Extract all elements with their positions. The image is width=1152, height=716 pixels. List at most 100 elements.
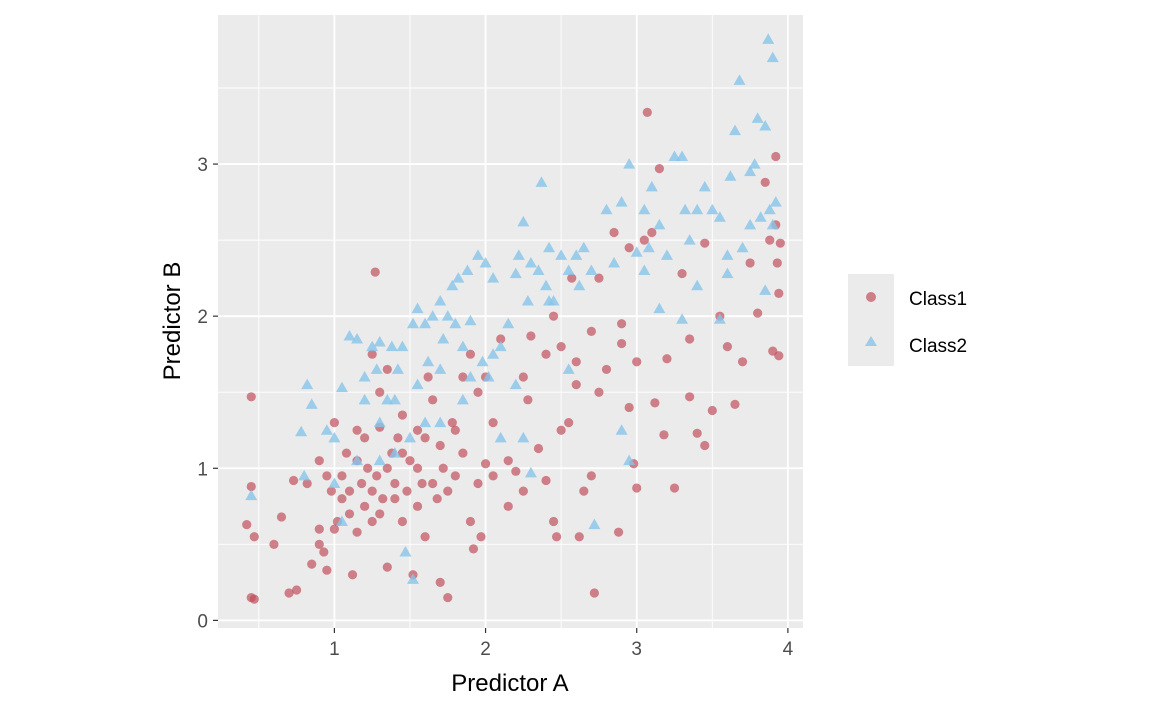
point-class1: [488, 418, 498, 428]
point-class1: [344, 486, 355, 496]
point-class2: [766, 218, 779, 230]
x-tick-label: 2: [480, 639, 491, 660]
point-class1: [367, 486, 377, 496]
point-class1: [745, 258, 755, 268]
point-class1: [624, 243, 634, 253]
point-class1: [249, 594, 259, 604]
point-class1: [246, 392, 256, 402]
point-class1: [642, 107, 652, 117]
point-class1: [624, 402, 634, 413]
point-class1: [458, 372, 468, 382]
point-class2: [351, 454, 364, 466]
point-class2: [434, 416, 447, 428]
point-class1: [518, 372, 528, 382]
point-class1: [357, 478, 367, 489]
point-class1: [632, 483, 642, 493]
point-class2: [320, 424, 333, 435]
point-class2: [532, 264, 545, 276]
point-class1: [428, 478, 438, 489]
point-class1: [617, 319, 627, 329]
point-class1: [314, 539, 324, 549]
point-class1: [397, 410, 408, 420]
point-class2: [713, 313, 726, 324]
point-class1: [417, 478, 427, 489]
point-class1: [476, 532, 486, 542]
point-class1: [677, 268, 687, 279]
point-class1: [269, 539, 279, 549]
point-class1: [564, 418, 574, 428]
point-class2: [577, 241, 590, 253]
point-class1: [428, 395, 438, 405]
point-class2: [585, 264, 598, 276]
point-class2: [328, 477, 341, 488]
point-class1: [579, 486, 589, 496]
point-class1: [326, 486, 336, 496]
point-class2: [373, 416, 386, 428]
point-class1: [659, 430, 669, 440]
point-class2: [660, 249, 673, 260]
point-class1: [700, 238, 710, 248]
point-class2: [446, 279, 459, 291]
point-class2: [754, 211, 767, 222]
point-class1: [382, 364, 392, 375]
point-class2: [543, 294, 556, 306]
point-class2: [449, 317, 462, 329]
point-class2: [403, 431, 416, 443]
point-class1: [319, 547, 329, 557]
point-class1: [771, 151, 781, 162]
point-class2: [744, 165, 757, 177]
point-class1: [556, 425, 566, 435]
point-class2: [373, 336, 386, 347]
point-class1: [772, 258, 782, 268]
point-class1: [774, 351, 784, 361]
point-class2: [676, 150, 689, 161]
point-class2: [476, 355, 489, 367]
point-class2: [370, 363, 383, 374]
point-class2: [721, 267, 734, 279]
point-class2: [562, 264, 575, 276]
point-class2: [472, 249, 484, 260]
point-class2: [487, 272, 500, 283]
point-class2: [573, 279, 586, 291]
point-class1: [571, 380, 581, 390]
point-class1: [662, 354, 672, 364]
point-class2: [766, 51, 779, 63]
point-class1: [473, 387, 483, 397]
point-class1: [337, 494, 347, 504]
point-class2: [385, 340, 398, 352]
point-class2: [630, 246, 643, 257]
point-class1: [613, 527, 624, 537]
point-class1: [390, 478, 400, 489]
point-class1: [639, 235, 649, 245]
point-class2: [407, 317, 419, 329]
point-class1: [372, 471, 382, 481]
point-class1: [518, 486, 528, 496]
point-class1: [685, 334, 695, 344]
legend-label-class2: Class2: [909, 336, 967, 357]
point-class2: [769, 196, 782, 207]
point-class2: [482, 371, 495, 382]
point-class1: [397, 516, 408, 527]
point-class1: [360, 433, 370, 443]
point-class2: [653, 302, 666, 314]
point-class1: [370, 267, 380, 277]
point-class2: [615, 196, 628, 207]
point-class1: [390, 494, 400, 504]
point-class2: [588, 518, 601, 530]
point-class2: [301, 378, 314, 390]
point-class2: [391, 363, 404, 374]
point-class1: [397, 448, 408, 458]
point-class2: [426, 310, 439, 321]
point-class1: [412, 463, 423, 473]
point-class1: [443, 592, 453, 603]
point-class1: [650, 398, 660, 408]
point-class2: [543, 241, 556, 253]
point-class1: [468, 544, 479, 554]
point-class1: [458, 448, 468, 458]
point-class2: [351, 332, 364, 344]
point-class1: [435, 577, 445, 587]
point-class1: [242, 519, 252, 530]
point-class1: [707, 405, 717, 416]
point-class2: [759, 120, 772, 131]
